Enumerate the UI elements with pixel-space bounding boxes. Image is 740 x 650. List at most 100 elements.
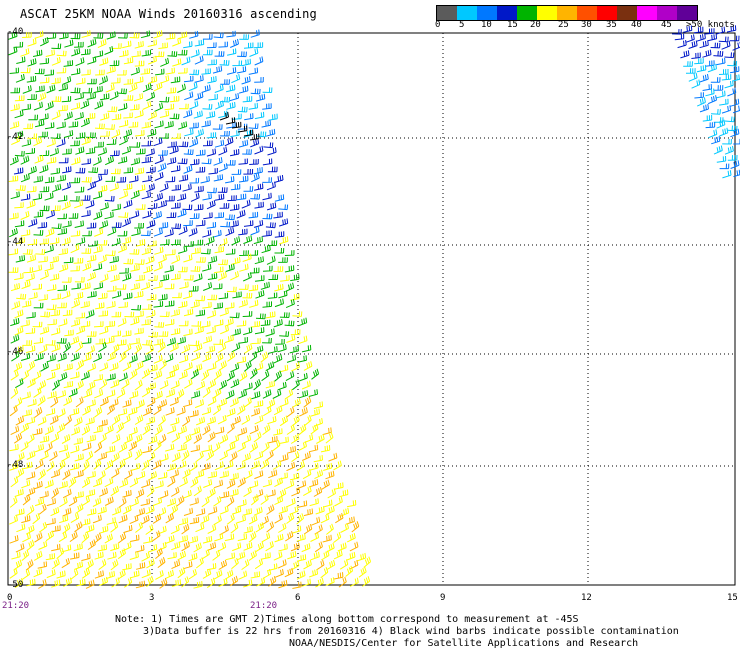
- wind-barb: [27, 58, 37, 67]
- wind-barb: [148, 435, 158, 445]
- wind-barb: [266, 489, 276, 498]
- wind-barb: [696, 64, 707, 73]
- wind-barb: [145, 344, 154, 355]
- wind-barb: [290, 433, 300, 444]
- wind-barb: [291, 451, 300, 463]
- wind-barb: [254, 201, 264, 209]
- wind-barb: [97, 470, 106, 481]
- wind-barb: [292, 398, 301, 408]
- wind-barb: [730, 160, 740, 169]
- wind-barb: [226, 30, 236, 38]
- wind-barb: [195, 508, 206, 517]
- wind-barb: [49, 273, 60, 281]
- colorbar-label: 5: [459, 20, 465, 30]
- wind-barb: [326, 559, 336, 570]
- wind-barb: [224, 214, 235, 221]
- wind-barb: [71, 426, 81, 436]
- wind-barb: [50, 167, 60, 175]
- wind-barb: [236, 209, 246, 219]
- wind-barb: [213, 32, 224, 39]
- wind-barb: [217, 342, 227, 354]
- wind-barb: [267, 166, 278, 173]
- wind-barb: [260, 319, 271, 326]
- wind-barb: [88, 167, 99, 174]
- wind-barb: [61, 451, 70, 462]
- wind-barb: [94, 100, 104, 110]
- wind-barb: [106, 139, 117, 145]
- wind-barb: [46, 517, 56, 526]
- wind-barb: [207, 396, 217, 406]
- wind-barb: [118, 136, 128, 146]
- wind-barb: [116, 176, 127, 183]
- wind-barb: [130, 534, 140, 542]
- wind-barb: [170, 504, 179, 516]
- wind-barb: [141, 319, 151, 326]
- wind-barb: [99, 396, 109, 407]
- wind-barb: [34, 30, 44, 39]
- wind-barb: [724, 116, 735, 123]
- wind-barb: [124, 469, 133, 480]
- wind-barb: [141, 49, 152, 57]
- wind-barb: [62, 488, 72, 499]
- wind-barb: [51, 558, 60, 570]
- wind-barb: [179, 477, 188, 488]
- wind-barb: [58, 157, 69, 164]
- wind-barb: [10, 103, 20, 112]
- wind-barb: [284, 250, 295, 256]
- wind-barb: [226, 371, 235, 382]
- wind-barb: [169, 342, 179, 353]
- wind-barb: [99, 57, 109, 66]
- wind-barb: [207, 524, 217, 534]
- wind-barb: [310, 423, 319, 435]
- wind-barb: [92, 497, 102, 507]
- wind-barb: [284, 567, 294, 578]
- wind-barb: [153, 390, 163, 400]
- wind-barb: [58, 531, 68, 543]
- wind-barb: [71, 48, 81, 57]
- wind-barb: [183, 291, 193, 300]
- wind-barb: [167, 476, 176, 488]
- wind-barb: [62, 76, 72, 85]
- wind-barb: [195, 523, 205, 533]
- wind-barb: [699, 40, 709, 49]
- wind-barb: [10, 370, 19, 381]
- wind-barb: [75, 146, 85, 155]
- wind-barb: [130, 264, 140, 272]
- wind-barb: [732, 105, 740, 114]
- wind-barb: [333, 572, 344, 580]
- wind-barb: [321, 550, 330, 561]
- wind-barb: [316, 559, 325, 571]
- wind-barb: [279, 331, 290, 337]
- wind-barb: [273, 319, 283, 328]
- wind-barb: [49, 237, 60, 245]
- wind-barb: [11, 351, 20, 362]
- wind-barb: [702, 49, 712, 58]
- wind-barb: [164, 353, 174, 363]
- wind-barb: [190, 192, 200, 202]
- wind-barb: [171, 273, 181, 281]
- wind-barb: [130, 142, 141, 148]
- wind-barb: [226, 48, 237, 56]
- wind-barb: [93, 532, 102, 544]
- wind-barb: [214, 193, 225, 201]
- wind-barb: [176, 495, 185, 507]
- longitude-label: 0: [7, 593, 13, 603]
- wind-barb: [292, 581, 302, 589]
- wind-barb: [243, 525, 253, 534]
- wind-barb: [46, 304, 57, 311]
- wind-barb: [349, 577, 359, 587]
- wind-barb: [253, 167, 263, 175]
- wind-barb: [159, 183, 169, 193]
- wind-barb: [123, 451, 133, 461]
- wind-barb: [105, 124, 115, 130]
- wind-barb: [8, 228, 18, 238]
- wind-barb: [98, 419, 108, 427]
- wind-barb: [285, 299, 295, 309]
- wind-barb: [170, 76, 181, 84]
- wind-barb: [262, 301, 272, 308]
- wind-barb: [70, 265, 80, 272]
- wind-barb: [97, 292, 108, 300]
- wind-barb: [238, 299, 248, 308]
- wind-barb: [85, 200, 95, 209]
- wind-barb: [262, 213, 273, 220]
